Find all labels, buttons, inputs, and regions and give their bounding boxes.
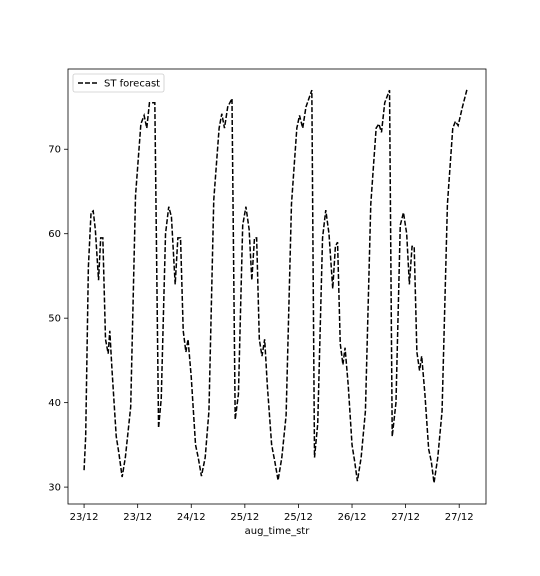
y-tick-label: 30 bbox=[48, 483, 61, 494]
x-tick-label: 25/12 bbox=[230, 512, 259, 523]
y-tick-label: 40 bbox=[48, 398, 61, 409]
plot-frame bbox=[67, 68, 487, 505]
y-tick-label: 50 bbox=[48, 314, 61, 325]
x-axis-label: aug_time_str bbox=[245, 526, 311, 537]
legend: ST forecast bbox=[72, 73, 165, 93]
legend-label-st-forecast: ST forecast bbox=[104, 79, 160, 90]
x-tick-label: 27/12 bbox=[445, 512, 474, 523]
y-tick-label: 70 bbox=[48, 145, 61, 156]
plot-lines bbox=[83, 88, 468, 483]
x-tick-label: 23/12 bbox=[70, 512, 99, 523]
x-axis-ticks: 23/12 23/12 24/12 25/12 25/12 26/12 27/12 27/12 bbox=[70, 504, 474, 523]
y-axis-ticks: 30 40 50 60 70 bbox=[48, 145, 68, 494]
x-tick-label: 27/12 bbox=[391, 512, 420, 523]
series-line-st-forecast bbox=[83, 88, 468, 483]
x-tick-label: 25/12 bbox=[284, 512, 313, 523]
legend-box bbox=[72, 73, 165, 93]
x-tick-label: 26/12 bbox=[338, 512, 367, 523]
y-tick-label: 60 bbox=[48, 229, 61, 240]
x-tick-label: 24/12 bbox=[177, 512, 206, 523]
x-tick-label: 23/12 bbox=[123, 512, 152, 523]
